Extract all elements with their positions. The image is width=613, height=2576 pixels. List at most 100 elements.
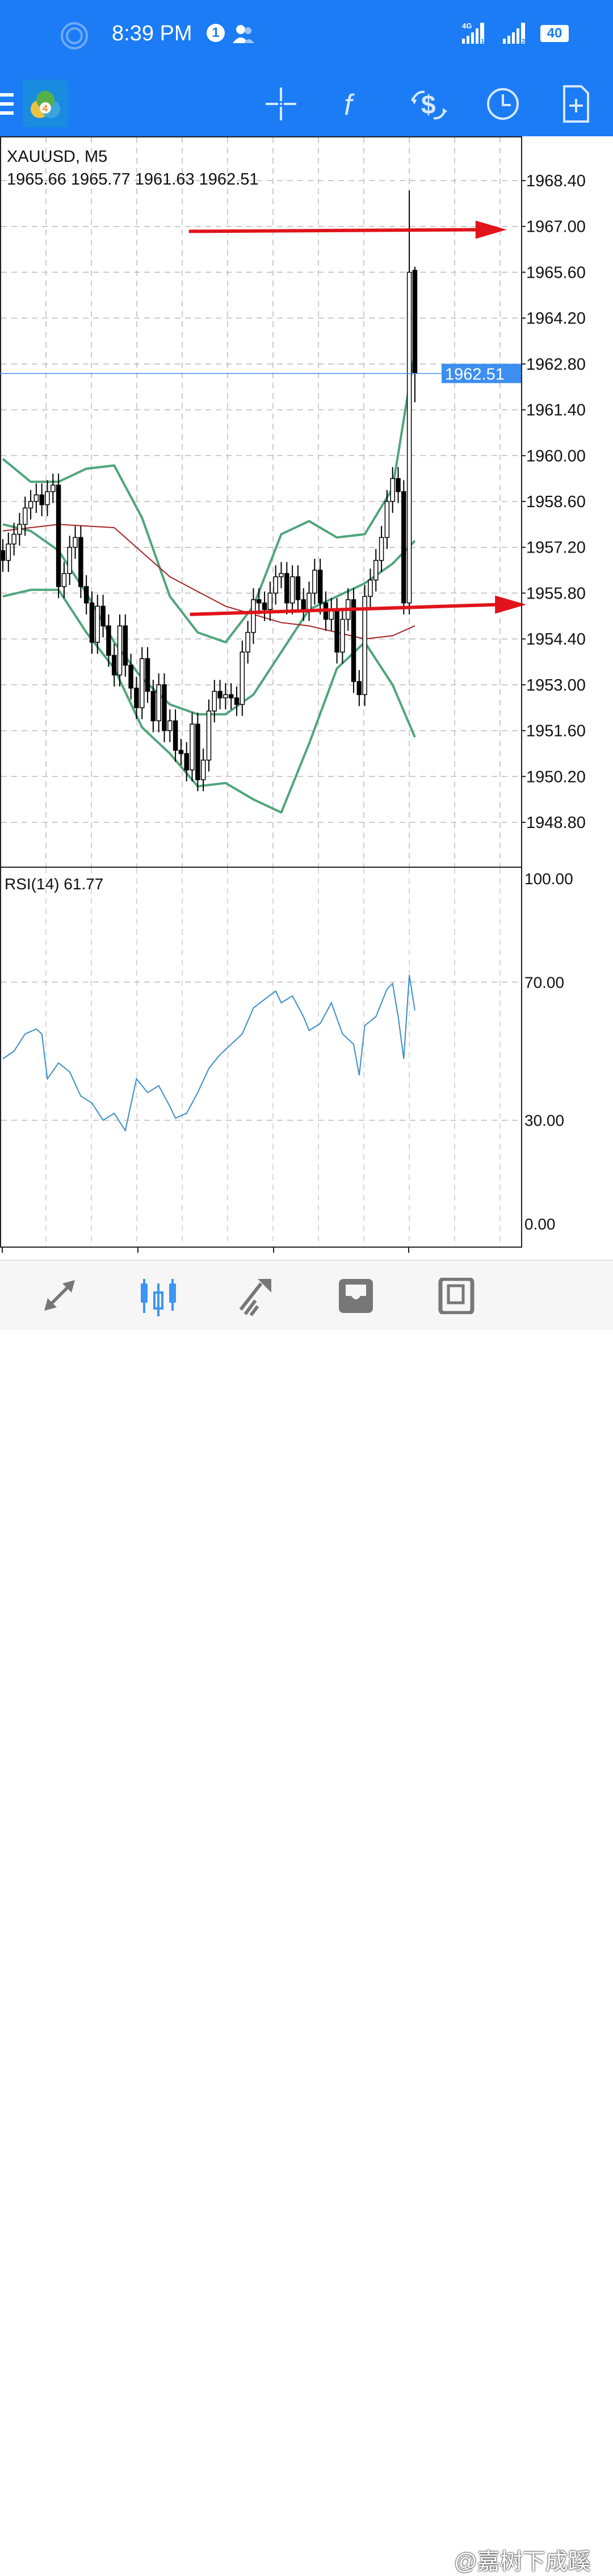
candle-bearish (111, 655, 117, 676)
messages-icon[interactable] (437, 1278, 477, 1314)
candle-bullish (51, 484, 56, 492)
candle-bullish (251, 599, 256, 633)
candle-bearish (0, 550, 6, 561)
indicators-icon[interactable]: f (341, 85, 369, 123)
candle-bullish (167, 720, 173, 731)
candle-bullish (379, 537, 384, 561)
candle-bearish (351, 599, 356, 682)
quotes-icon[interactable] (42, 1278, 77, 1313)
rsi-line (2, 975, 415, 1132)
candle-bearish (134, 687, 139, 708)
menu-icon[interactable] (0, 91, 15, 117)
candle-bearish (100, 605, 106, 626)
rsi-label: 0.00 (524, 1215, 556, 1233)
bollinger-lower (2, 588, 416, 814)
bottom-navigation: @嘉树下成蹊 (0, 1260, 613, 2574)
trade-icon[interactable] (238, 1276, 276, 1316)
candle-bullish (384, 501, 390, 538)
candle-bearish (39, 494, 44, 505)
candle-bullish (390, 478, 395, 502)
svg-text:f: f (344, 89, 355, 122)
sim-2-label: 2 (522, 38, 525, 44)
price-label: 1955.80 (526, 584, 586, 603)
rsi-title: RSI(14) 61.77 (5, 875, 103, 893)
signal-1-icon: 4G 1 (462, 22, 484, 44)
current-price-tag (442, 363, 521, 383)
candle-bearish (89, 602, 95, 643)
bollinger-middle (2, 523, 416, 716)
candle-bullish (45, 491, 50, 505)
candle-bullish (200, 759, 206, 780)
candle-bullish (373, 560, 379, 581)
app-header: 8:39 PM 1 4G 1 2 40 4 f (0, 0, 613, 136)
candle-bullish (212, 691, 217, 712)
candle-bearish (145, 658, 150, 692)
candle-bearish (178, 750, 184, 754)
price-label: 1957.20 (526, 539, 586, 557)
candle-bullish (11, 533, 16, 545)
candle-bearish (195, 724, 200, 780)
symbol-change-icon[interactable]: $ (409, 85, 450, 123)
candle-bearish (295, 576, 301, 600)
signal-2-icon: 2 (503, 23, 525, 44)
candle-bearish (356, 681, 362, 695)
candle-bearish (217, 691, 222, 699)
price-label: 1961.40 (526, 402, 586, 420)
watermark-text: @嘉树下成蹊 (454, 2549, 591, 2574)
price-label: 1958.60 (526, 493, 586, 511)
target-icon (61, 22, 88, 49)
candle-bullish (22, 507, 28, 525)
price-label: 1967.00 (526, 218, 586, 236)
ohlc-values: 1965.66 1965.77 1961.63 1962.51 (7, 170, 258, 189)
candle-bearish (184, 753, 189, 771)
candle-bullish (240, 651, 245, 705)
price-label: 1948.80 (526, 814, 586, 832)
chart-grid (1, 137, 521, 1247)
history-icon[interactable] (338, 1277, 374, 1314)
new-order-icon[interactable] (562, 84, 591, 124)
battery-indicator: 40 (540, 25, 569, 42)
rsi-frame (0, 867, 522, 1248)
candle-bullish (223, 694, 228, 699)
candle-bullish (245, 632, 250, 653)
current-price-tag-group: 1962.51 (0, 363, 522, 384)
candle-bearish (317, 570, 323, 604)
candle-bullish (73, 537, 78, 548)
current-price-label: 1962.51 (445, 366, 505, 384)
candle-bearish (301, 599, 306, 610)
candle-bullish (140, 658, 145, 708)
price-axis: 1968.40 1967.00 1965.60 1964.20 1962.80 1961.… (522, 172, 586, 1233)
candle-bullish (6, 543, 11, 561)
svg-text:$: $ (421, 90, 436, 119)
notification-badge: 1 (207, 24, 225, 42)
price-label: 1950.20 (526, 768, 586, 786)
price-label: 1965.60 (526, 264, 586, 282)
candle-bearish (284, 573, 289, 604)
metatrader-logo: 4 (23, 80, 68, 127)
candle-bullish (33, 494, 39, 502)
candle-bullish (279, 573, 284, 578)
price-label: 1953.00 (526, 676, 586, 695)
rsi-label: 70.00 (524, 973, 564, 991)
candle-bullish (206, 710, 212, 761)
candle-bearish (257, 599, 262, 604)
candle-bearish (123, 625, 128, 666)
contacts-icon (233, 25, 254, 43)
chart-icon[interactable] (140, 1276, 177, 1318)
price-label: 1951.60 (526, 722, 586, 741)
candle-bullish (306, 592, 312, 610)
candle-bullish (362, 596, 367, 695)
network-type: 4G (462, 22, 472, 30)
crosshair-icon[interactable] (264, 85, 297, 123)
price-label: 1968.40 (526, 172, 586, 190)
candle-bullish (156, 684, 161, 722)
timeframe-icon[interactable] (486, 85, 520, 123)
rsi-label: 30.00 (524, 1112, 564, 1130)
candle-bearish (162, 684, 167, 731)
arrow-head (475, 220, 507, 239)
candle-bullish (273, 576, 278, 594)
price-chart[interactable]: XAUUSD, M5 1965.66 1965.77 1961.63 1962.… (0, 0, 613, 1329)
arrow-annotations (188, 220, 527, 616)
arrow-line (190, 603, 498, 616)
symbol-title: XAUUSD, M5 (7, 148, 107, 166)
